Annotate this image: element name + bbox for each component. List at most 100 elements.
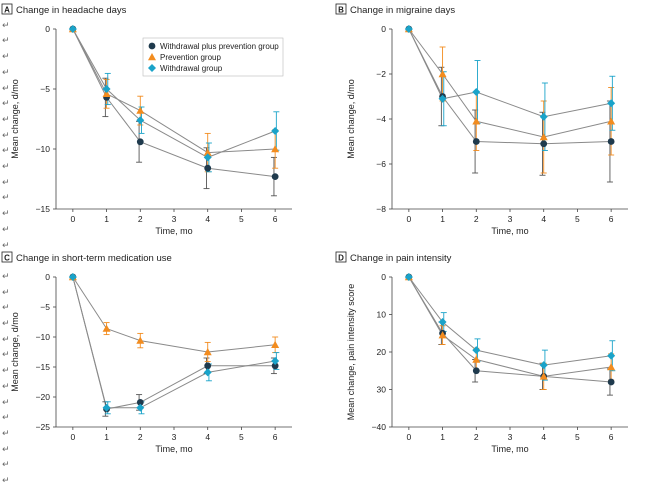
y-tick-label: −15: [36, 204, 51, 214]
margin-arrow-icon: ↵: [2, 146, 10, 157]
legend-box: [142, 37, 284, 77]
data-point-2: [404, 25, 413, 33]
data-point-0: [472, 367, 480, 375]
x-tick-label: 1: [440, 432, 445, 442]
margin-arrow-icon: ↵: [2, 193, 10, 204]
y-tick-label: −20: [36, 392, 51, 402]
data-point-1: [539, 372, 548, 380]
legend-label: Prevention group: [160, 53, 221, 62]
y-axis-label: Mean change, d/mo: [10, 79, 20, 159]
data-point-2: [203, 368, 212, 377]
y-tick-label: −5: [40, 302, 50, 312]
series-line-2: [408, 28, 612, 118]
panel-letter: D: [338, 253, 344, 262]
data-point-2: [68, 273, 77, 281]
y-tick-label: −40: [372, 422, 387, 432]
data-point-2: [472, 346, 481, 355]
panel-letter: C: [4, 253, 10, 262]
data-point-2: [438, 94, 447, 103]
data-point-1: [472, 355, 481, 363]
x-tick-label: 1: [440, 214, 445, 224]
y-tick-label: 10: [377, 310, 387, 320]
x-tick-label: 0: [406, 214, 411, 224]
data-point-2: [271, 127, 280, 135]
panel-c: C Change in short-term medication use 0 −5 −…: [1, 251, 292, 454]
data-point-2: [102, 85, 111, 93]
margin-arrow-icon: ↵: [2, 460, 10, 471]
margin-arrow-icon: ↵: [2, 20, 10, 31]
margin-arrow-icon: ↵: [2, 413, 10, 424]
margin-arrow-icon: ↵: [2, 397, 10, 408]
margin-arrow-icon: ↵: [2, 209, 10, 220]
x-tick-label: 1: [104, 432, 109, 442]
margin-arrow-icon: ↵: [2, 366, 10, 377]
series-line-1: [72, 276, 276, 353]
data-point-1: [136, 336, 145, 344]
data-point-0: [607, 138, 615, 145]
data-point-1: [607, 117, 616, 125]
x-tick-label: 3: [172, 214, 177, 224]
margin-arrow-icon: ↵: [2, 130, 10, 141]
series-line-2: [408, 276, 612, 366]
margin-arrow-icon: ↵: [2, 99, 10, 110]
y-axis-label: Mean change, d/mo: [346, 79, 356, 159]
x-tick-label: 6: [609, 432, 614, 442]
margin-arrow-icon: ↵: [2, 52, 10, 63]
x-tick-label: 0: [406, 432, 411, 442]
margin-arrow-icon: ↵: [2, 83, 10, 94]
data-point-2: [136, 403, 145, 412]
data-point-0: [136, 138, 144, 146]
data-point-1: [271, 145, 280, 153]
x-axis-label: Time, mo: [155, 444, 192, 454]
y-tick-label: 30: [377, 385, 387, 395]
data-point-2: [472, 88, 481, 96]
data-point-2: [539, 361, 548, 370]
series-line-0: [72, 276, 276, 410]
x-tick-label: 2: [138, 432, 143, 442]
data-point-2: [607, 99, 616, 108]
panel-a: A Change in headache days 0 −5 −10 −15 0 1 2 3 4 5 6…: [1, 3, 292, 236]
x-tick-label: 5: [239, 214, 244, 224]
y-tick-label: −10: [36, 144, 51, 154]
y-tick-label: −2: [376, 69, 386, 79]
margin-arrow-icon: ↵: [2, 350, 10, 361]
data-point-0: [204, 362, 212, 370]
y-axis-label: Mean change, pain intensity score: [346, 284, 356, 421]
margin-arrow-icon: ↵: [2, 224, 10, 235]
x-tick-label: 3: [508, 214, 513, 224]
x-tick-label: 5: [575, 432, 580, 442]
y-tick-label: 0: [45, 24, 50, 34]
x-tick-label: 5: [239, 432, 244, 442]
y-tick-label: −6: [376, 159, 386, 169]
legend-marker: [148, 42, 156, 50]
margin-arrow-icon: ↵: [2, 428, 10, 439]
data-point-0: [136, 399, 144, 406]
data-point-2: [102, 403, 111, 412]
legend-label: Withdrawal group: [160, 64, 223, 73]
data-point-1: [102, 324, 111, 332]
y-tick-label: 0: [381, 24, 386, 34]
panel-title: Change in short-term medication use: [16, 253, 172, 264]
x-axis-label: Time, mo: [155, 226, 192, 236]
data-point-2: [438, 318, 447, 326]
x-tick-label: 6: [273, 214, 278, 224]
legend-marker: [148, 64, 156, 72]
y-tick-label: −5: [40, 84, 50, 94]
data-point-1: [203, 148, 212, 156]
x-tick-label: 0: [70, 432, 75, 442]
panel-letter-box: [1, 3, 13, 15]
y-tick-label: −4: [376, 114, 386, 124]
data-point-1: [438, 331, 447, 339]
x-tick-label: 4: [205, 214, 210, 224]
panel-b: B Change in migraine days 0 −2 −4 −6 −8 0 1 2 3 4 5 6…: [335, 3, 628, 236]
margin-arrow-icon: ↵: [2, 36, 10, 47]
margin-arrow-icon: ↵: [2, 319, 10, 329]
panel-title: Change in pain intensity: [350, 253, 452, 264]
margin-arrow-icon: ↵: [2, 287, 10, 298]
panel-letter: A: [4, 5, 10, 14]
data-point-1: [203, 348, 212, 356]
panel-letter-box: [1, 251, 13, 263]
data-point-1: [539, 133, 548, 141]
x-tick-label: 4: [541, 432, 546, 442]
